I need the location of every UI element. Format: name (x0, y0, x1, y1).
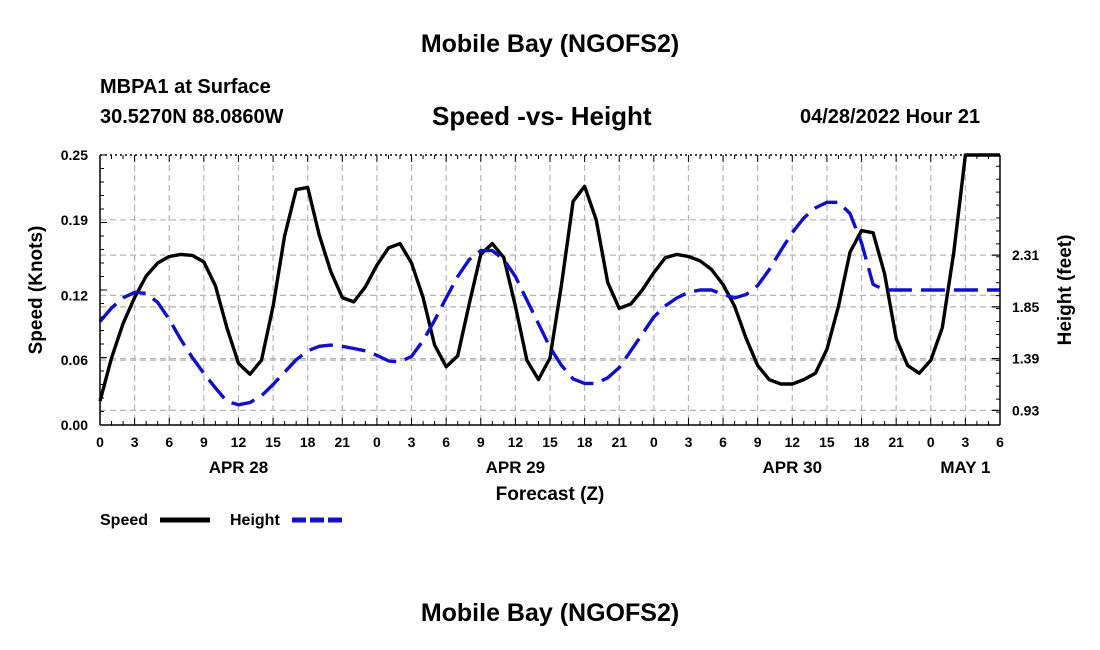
day-label: APR 29 (486, 458, 546, 477)
x-tick-label: 21 (888, 434, 904, 450)
chart-subtitle: Speed -vs- Height (432, 101, 652, 131)
series-line-height (98, 200, 1000, 407)
y-axis-title: Speed (Knots) (26, 226, 47, 355)
y2-tick-label: 0.93 (1012, 402, 1039, 418)
coordinates-label: 30.5270N 88.0860W (100, 106, 284, 128)
x-tick-label: 9 (477, 434, 485, 450)
chart-title-top: Mobile Bay (NGOFS2) (420, 30, 680, 58)
x-tick-label: 12 (785, 434, 801, 450)
y2-axis-title: Height (feet) (1055, 235, 1076, 346)
x-tick-label: 9 (200, 434, 208, 450)
chart-title-bottom: Mobile Bay (NGOFS2) (420, 599, 680, 627)
x-tick-label: 21 (611, 434, 627, 450)
legend: Speed Height (100, 512, 342, 529)
x-tick-label: 18 (300, 434, 316, 450)
axis-labels: 0 3 6 9 12 15 18 21 0 3 6 9 12 15 18 21 0 3 6 9 12 15 18 21 0 3 6 A… (26, 147, 1076, 505)
legend-label-speed: Speed (100, 512, 148, 529)
series-line-speed (98, 153, 1000, 402)
x-tick-label: 3 (408, 434, 416, 450)
grid-lines (100, 155, 1000, 425)
x-tick-label: 6 (719, 434, 727, 450)
y-tick-label: 0.00 (61, 417, 88, 433)
x-tick-label: 15 (542, 434, 558, 450)
day-label: APR 30 (763, 458, 823, 477)
x-tick-label: 18 (854, 434, 870, 450)
x-tick-label: 15 (265, 434, 281, 450)
x-tick-label: 6 (442, 434, 450, 450)
y2-tick-label: 1.85 (1012, 299, 1039, 315)
x-tick-label: 6 (996, 434, 1004, 450)
legend-label-height: Height (230, 512, 280, 529)
y-tick-label: 0.19 (61, 212, 88, 228)
y-tick-label: 0.06 (61, 352, 88, 368)
x-tick-label: 0 (927, 434, 935, 450)
station-label: MBPA1 at Surface (100, 76, 271, 98)
y-tick-label: 0.25 (61, 147, 88, 163)
x-tick-label: 21 (335, 434, 351, 450)
x-tick-label: 3 (961, 434, 969, 450)
x-tick-label: 0 (96, 434, 104, 450)
x-tick-label: 3 (131, 434, 139, 450)
y2-tick-label: 1.39 (1012, 351, 1039, 367)
axes (99, 154, 1001, 426)
forecast-datetime: 04/28/2022 Hour 21 (800, 106, 981, 128)
day-label: MAY 1 (940, 458, 990, 477)
x-tick-label: 15 (819, 434, 835, 450)
day-label: APR 28 (209, 458, 269, 477)
x-tick-label: 6 (165, 434, 173, 450)
x-axis-title: Forecast (Z) (496, 484, 605, 505)
y2-tick-label: 2.31 (1012, 247, 1039, 263)
x-tick-label: 0 (650, 434, 658, 450)
series-lines (98, 153, 1000, 407)
x-tick-label: 12 (508, 434, 524, 450)
x-tick-label: 9 (754, 434, 762, 450)
y-tick-label: 0.12 (61, 287, 88, 303)
x-tick-label: 12 (231, 434, 247, 450)
x-tick-label: 18 (577, 434, 593, 450)
x-tick-label: 3 (685, 434, 693, 450)
x-tick-label: 0 (373, 434, 381, 450)
